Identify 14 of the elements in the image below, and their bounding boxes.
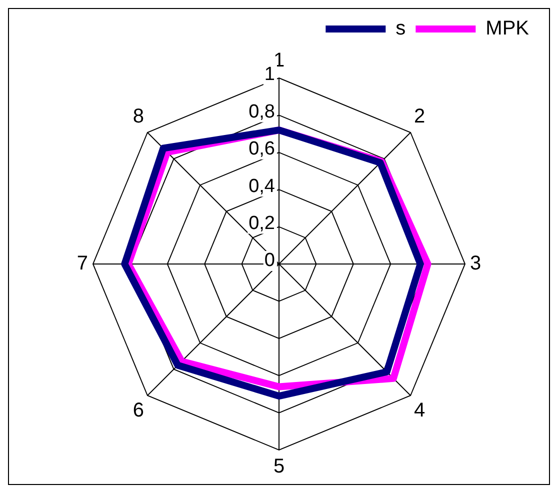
spoke-label: 4 (414, 400, 426, 422)
legend-label: s (396, 18, 406, 40)
y-tick-label: 0,6 (248, 138, 275, 160)
spoke-label: 6 (132, 400, 144, 422)
y-tick-label: 0,4 (248, 176, 276, 197)
y-tick-label: 0,2 (248, 213, 275, 234)
y-tick-label: 0 (264, 250, 275, 272)
spoke-label: 7 (76, 252, 88, 275)
spoke-label: 3 (470, 252, 482, 275)
spoke-label: 5 (273, 456, 285, 478)
spoke-label: 8 (132, 105, 144, 128)
y-tick-label: 0,8 (248, 101, 275, 122)
legend-label: MPK (486, 18, 530, 40)
spoke-label: 2 (414, 105, 426, 128)
